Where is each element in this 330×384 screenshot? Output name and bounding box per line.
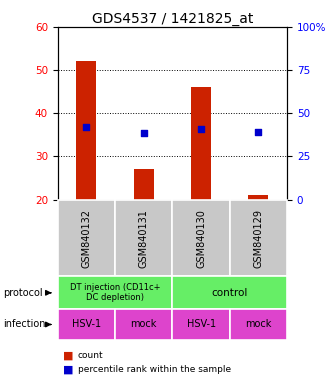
Text: GSM840130: GSM840130: [196, 209, 206, 268]
Bar: [58, 309, 115, 340]
Bar: [58, 200, 115, 276]
Text: count: count: [78, 351, 103, 360]
Text: GSM840132: GSM840132: [82, 209, 91, 268]
Text: mock: mock: [245, 319, 272, 329]
Text: HSV-1: HSV-1: [186, 319, 216, 329]
Bar: [58, 276, 173, 309]
Bar: [115, 200, 173, 276]
Bar: [191, 88, 211, 200]
Bar: [173, 200, 230, 276]
Point: [84, 124, 89, 130]
Point: [198, 126, 204, 132]
Bar: [173, 276, 287, 309]
Bar: [115, 309, 173, 340]
Text: HSV-1: HSV-1: [72, 319, 101, 329]
Text: control: control: [212, 288, 248, 298]
Text: protocol: protocol: [3, 288, 43, 298]
Bar: [173, 309, 230, 340]
Title: GDS4537 / 1421825_at: GDS4537 / 1421825_at: [92, 12, 253, 26]
Bar: [230, 309, 287, 340]
Text: GSM840131: GSM840131: [139, 209, 149, 268]
Point: [141, 130, 147, 136]
Bar: [134, 169, 154, 200]
Text: DT injection (CD11c+
DC depletion): DT injection (CD11c+ DC depletion): [70, 283, 160, 303]
Point: [256, 129, 261, 136]
Text: ■: ■: [63, 350, 73, 360]
Text: mock: mock: [131, 319, 157, 329]
Text: ■: ■: [63, 364, 73, 374]
Bar: [248, 195, 269, 200]
Text: infection: infection: [3, 319, 46, 329]
Bar: [230, 200, 287, 276]
Text: GSM840129: GSM840129: [253, 209, 263, 268]
Text: percentile rank within the sample: percentile rank within the sample: [78, 365, 231, 374]
Bar: [76, 61, 96, 200]
